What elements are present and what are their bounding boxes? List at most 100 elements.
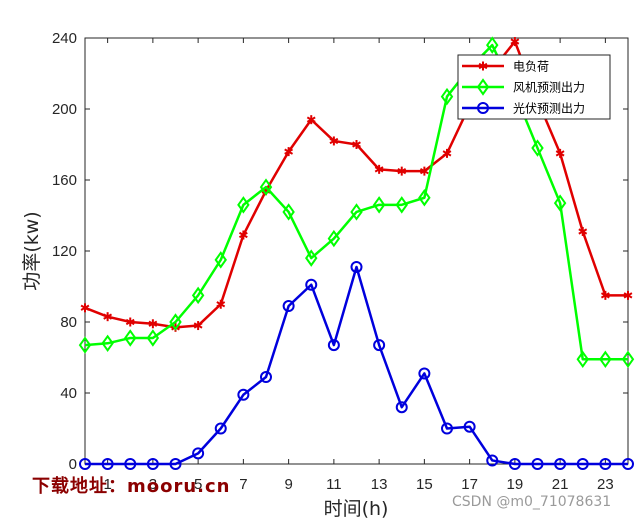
y-tick-label: 120 xyxy=(52,243,77,260)
data-point xyxy=(418,367,431,380)
legend-entry-label: 风机预测出力 xyxy=(513,81,585,95)
data-point xyxy=(395,196,408,214)
data-point xyxy=(477,102,489,114)
data-point xyxy=(599,350,612,368)
legend-entry-label: 电负荷 xyxy=(513,60,549,74)
data-point xyxy=(578,226,588,236)
credit-text: CSDN @m0_71078631 xyxy=(452,494,612,510)
data-point xyxy=(169,313,182,331)
x-tick-label: 17 xyxy=(461,476,478,493)
x-tick-label: 11 xyxy=(326,476,342,493)
data-point xyxy=(576,458,589,470)
data-point xyxy=(397,166,407,176)
y-axis-label: 功率(kw) xyxy=(21,211,43,290)
data-point xyxy=(124,458,137,470)
data-point xyxy=(191,286,205,305)
x-tick-label: 5 xyxy=(194,476,202,493)
data-point xyxy=(476,78,490,96)
data-point xyxy=(419,166,429,176)
watermark-text: 下载地址：mooru.cn xyxy=(32,476,231,497)
x-tick-label: 13 xyxy=(371,476,388,493)
y-tick-label: 0 xyxy=(69,456,77,473)
data-point xyxy=(103,312,113,322)
data-point xyxy=(214,422,227,435)
data-point xyxy=(486,454,499,467)
series-2 xyxy=(78,36,635,368)
data-point xyxy=(238,230,248,240)
data-point xyxy=(214,251,227,269)
y-tick-label: 40 xyxy=(60,385,77,402)
legend-entry-label: 光伏预测出力 xyxy=(513,102,585,116)
x-tick-label: 7 xyxy=(239,476,247,493)
data-point xyxy=(79,458,91,470)
x-tick-label: 3 xyxy=(149,476,157,493)
data-point xyxy=(374,164,384,174)
data-point xyxy=(600,290,610,300)
data-point xyxy=(623,290,633,300)
y-tick-label: 80 xyxy=(60,314,77,331)
data-point xyxy=(352,140,361,149)
data-point xyxy=(463,420,476,433)
data-point xyxy=(169,458,182,470)
data-point xyxy=(101,458,114,470)
x-tick-label: 23 xyxy=(597,476,614,493)
x-tick-label: 1 xyxy=(103,476,111,493)
data-point xyxy=(260,371,272,384)
data-point xyxy=(486,36,499,54)
data-point xyxy=(146,458,159,470)
data-point xyxy=(327,229,341,248)
y-tick-label: 200 xyxy=(52,101,77,118)
data-point xyxy=(510,37,520,47)
x-tick-label: 15 xyxy=(416,476,433,493)
series-line xyxy=(84,43,628,361)
data-point xyxy=(78,336,92,354)
data-point xyxy=(282,203,295,221)
data-point xyxy=(599,458,612,470)
series-3 xyxy=(79,260,634,470)
data-point xyxy=(508,458,521,470)
data-point xyxy=(284,147,294,157)
y-tick-label: 240 xyxy=(52,30,77,47)
data-point xyxy=(306,115,316,125)
data-point xyxy=(327,339,340,352)
data-point xyxy=(329,136,339,146)
data-point xyxy=(237,196,250,214)
data-point xyxy=(80,303,90,313)
data-point xyxy=(555,148,565,158)
data-point xyxy=(554,458,567,470)
data-point xyxy=(124,329,137,347)
data-point xyxy=(305,249,318,267)
data-point xyxy=(395,401,408,414)
data-point xyxy=(282,300,295,313)
data-point xyxy=(101,334,114,353)
data-point xyxy=(192,447,205,460)
data-point xyxy=(531,458,544,470)
data-point xyxy=(418,189,431,207)
data-point xyxy=(259,178,273,196)
data-point xyxy=(193,321,203,331)
y-tick-label: 160 xyxy=(52,172,77,189)
data-point xyxy=(553,194,567,212)
data-point xyxy=(442,148,452,158)
data-point xyxy=(373,339,386,352)
data-point xyxy=(622,458,634,470)
data-point xyxy=(478,61,488,71)
data-point xyxy=(125,317,135,327)
data-point xyxy=(440,87,454,106)
data-point xyxy=(531,139,544,157)
x-tick-label: 19 xyxy=(507,476,524,493)
data-point xyxy=(216,299,226,309)
data-point xyxy=(305,278,318,291)
series-line xyxy=(85,265,628,466)
x-axis-label: 时间(h) xyxy=(324,498,389,520)
data-point xyxy=(237,388,250,401)
x-tick-label: 9 xyxy=(284,476,292,493)
data-point xyxy=(146,329,160,347)
x-tick-label: 21 xyxy=(552,476,569,493)
data-point xyxy=(621,350,635,368)
data-point xyxy=(350,260,363,273)
data-point xyxy=(350,203,363,221)
